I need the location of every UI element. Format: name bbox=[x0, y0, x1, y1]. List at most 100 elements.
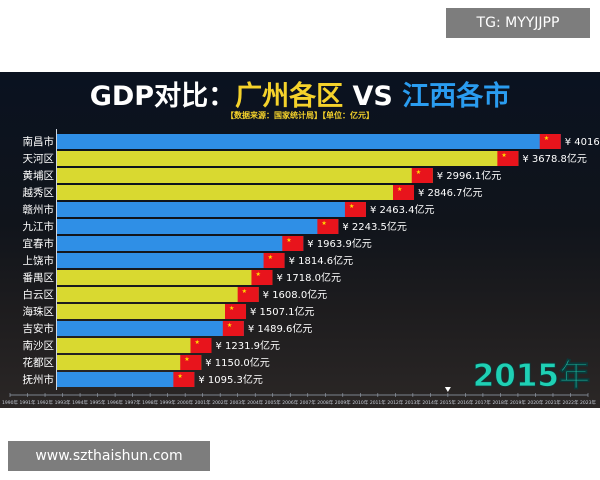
bar-guangzhou bbox=[57, 304, 247, 319]
bar-guangzhou bbox=[57, 338, 212, 353]
timeline-tick-label: 2015年 bbox=[440, 399, 456, 406]
title-prefix: GDP对比： bbox=[89, 81, 236, 112]
category-label: 南昌市 bbox=[23, 135, 55, 148]
flag-star-icon: ★ bbox=[321, 220, 326, 227]
title-jiangxi: 江西各市 bbox=[402, 81, 511, 112]
flag-star-icon: ★ bbox=[227, 322, 232, 329]
flag-star-icon: ★ bbox=[416, 169, 421, 176]
chart-subtitle: 【数据来源：国家统计局】【单位：亿元】 bbox=[226, 111, 374, 120]
timeline-marker-icon bbox=[444, 387, 451, 392]
value-label: ¥ 1814.6亿元 bbox=[289, 254, 354, 267]
watermark-bottom: www.szthaishun.com bbox=[8, 441, 210, 471]
bar-guangzhou bbox=[57, 151, 519, 166]
value-label: ¥ 1489.6亿元 bbox=[248, 322, 313, 335]
timeline-tick-label: 2003年 bbox=[230, 399, 246, 406]
flag-icon bbox=[282, 236, 304, 251]
timeline-tick-label: 1994年 bbox=[72, 399, 88, 406]
flag-star-icon: ★ bbox=[255, 271, 260, 278]
value-label: ¥ 2243.5亿元 bbox=[342, 220, 407, 233]
year-label: 2015年 bbox=[473, 358, 590, 394]
flag-icon bbox=[190, 338, 212, 353]
timeline-tick-label: 2020年 bbox=[527, 399, 543, 406]
bar-jiangxi bbox=[57, 253, 285, 268]
value-label: ¥ 2996.1亿元 bbox=[437, 169, 502, 182]
timeline-tick-label: 2022年 bbox=[563, 399, 579, 406]
category-label: 黄埔区 bbox=[23, 169, 55, 182]
flag-icon bbox=[344, 202, 366, 217]
flag-icon bbox=[393, 185, 415, 200]
watermark-top: TG: MYYJJPP bbox=[446, 8, 590, 38]
flag-star-icon: ★ bbox=[501, 152, 506, 159]
timeline-tick-label: 2013年 bbox=[405, 399, 421, 406]
flag-star-icon: ★ bbox=[397, 186, 402, 193]
flag-star-icon: ★ bbox=[242, 288, 247, 295]
value-label: ¥ 4016.6亿元 bbox=[565, 135, 600, 148]
category-label: 海珠区 bbox=[23, 305, 55, 318]
timeline-tick-label: 2019年 bbox=[510, 399, 526, 406]
timeline-tick-label: 2000年 bbox=[177, 399, 193, 406]
title-vs: VS bbox=[343, 81, 403, 112]
bar-guangzhou bbox=[57, 185, 415, 200]
flag-icon bbox=[317, 219, 339, 234]
category-label: 吉安市 bbox=[23, 322, 55, 335]
timeline-tick-label: 2007年 bbox=[300, 399, 316, 406]
category-label: 花都区 bbox=[23, 356, 55, 369]
value-label: ¥ 2463.4亿元 bbox=[370, 203, 435, 216]
flag-icon bbox=[225, 304, 247, 319]
bar-jiangxi bbox=[57, 219, 339, 234]
flag-icon bbox=[173, 372, 195, 387]
category-label: 宜春市 bbox=[23, 237, 55, 250]
flag-star-icon: ★ bbox=[286, 237, 291, 244]
timeline-tick-label: 2014年 bbox=[422, 399, 438, 406]
value-label: ¥ 3678.8亿元 bbox=[522, 152, 587, 165]
bar-guangzhou bbox=[57, 287, 259, 302]
category-label: 九江市 bbox=[23, 220, 55, 233]
timeline-tick-label: 2005年 bbox=[265, 399, 281, 406]
bar-guangzhou bbox=[57, 355, 202, 370]
timeline-tick-label: 1993年 bbox=[55, 399, 71, 406]
category-label: 南沙区 bbox=[23, 339, 55, 352]
flag-icon bbox=[237, 287, 259, 302]
timeline-tick-label: 1996年 bbox=[107, 399, 123, 406]
flag-icon bbox=[539, 134, 561, 149]
bar-jiangxi bbox=[57, 236, 304, 251]
bar-jiangxi bbox=[57, 134, 561, 149]
flag-icon bbox=[222, 321, 244, 336]
flag-star-icon: ★ bbox=[349, 203, 354, 210]
timeline-tick-label: 2008年 bbox=[317, 399, 333, 406]
timeline-tick-label: 2006年 bbox=[282, 399, 298, 406]
value-label: ¥ 1718.0亿元 bbox=[276, 271, 341, 284]
value-label: ¥ 1095.3亿元 bbox=[198, 373, 263, 386]
title-guangzhou: 广州各区 bbox=[235, 81, 344, 112]
timeline-tick-label: 2016年 bbox=[457, 399, 473, 406]
timeline-tick-label: 1991年 bbox=[20, 399, 36, 406]
timeline-tick-label: 1997年 bbox=[125, 399, 141, 406]
timeline-tick-label: 2002年 bbox=[212, 399, 228, 406]
flag-star-icon: ★ bbox=[184, 356, 189, 363]
flag-icon bbox=[411, 168, 433, 183]
flag-icon bbox=[251, 270, 273, 285]
bar-guangzhou bbox=[57, 168, 433, 183]
timeline-tick-label: 1995年 bbox=[90, 399, 106, 406]
value-label: ¥ 1231.9亿元 bbox=[215, 339, 280, 352]
timeline-tick-label: 1992年 bbox=[37, 399, 53, 406]
category-label: 白云区 bbox=[23, 288, 55, 301]
timeline-tick-label: 2023年 bbox=[580, 399, 596, 406]
flag-star-icon: ★ bbox=[177, 373, 182, 380]
chart-title: GDP对比：广州各区 VS 江西各市 bbox=[6, 74, 594, 120]
flag-icon bbox=[263, 253, 285, 268]
timeline-tick-label: 2012年 bbox=[387, 399, 403, 406]
timeline-tick-label: 2011年 bbox=[370, 399, 386, 406]
timeline-tick-label: 2017年 bbox=[475, 399, 491, 406]
value-label: ¥ 1507.1亿元 bbox=[250, 305, 315, 318]
bar-guangzhou bbox=[57, 270, 273, 285]
timeline-tick-label: 2010年 bbox=[352, 399, 368, 406]
value-label: ¥ 2846.7亿元 bbox=[418, 186, 483, 199]
timeline-tick-label: 1990年 bbox=[2, 399, 18, 406]
timeline-tick-label: 2009年 bbox=[335, 399, 351, 406]
category-label: 天河区 bbox=[23, 153, 55, 165]
bar-jiangxi bbox=[57, 321, 244, 336]
value-label: ¥ 1150.0亿元 bbox=[205, 356, 270, 369]
timeline-tick-label: 2001年 bbox=[195, 399, 211, 406]
